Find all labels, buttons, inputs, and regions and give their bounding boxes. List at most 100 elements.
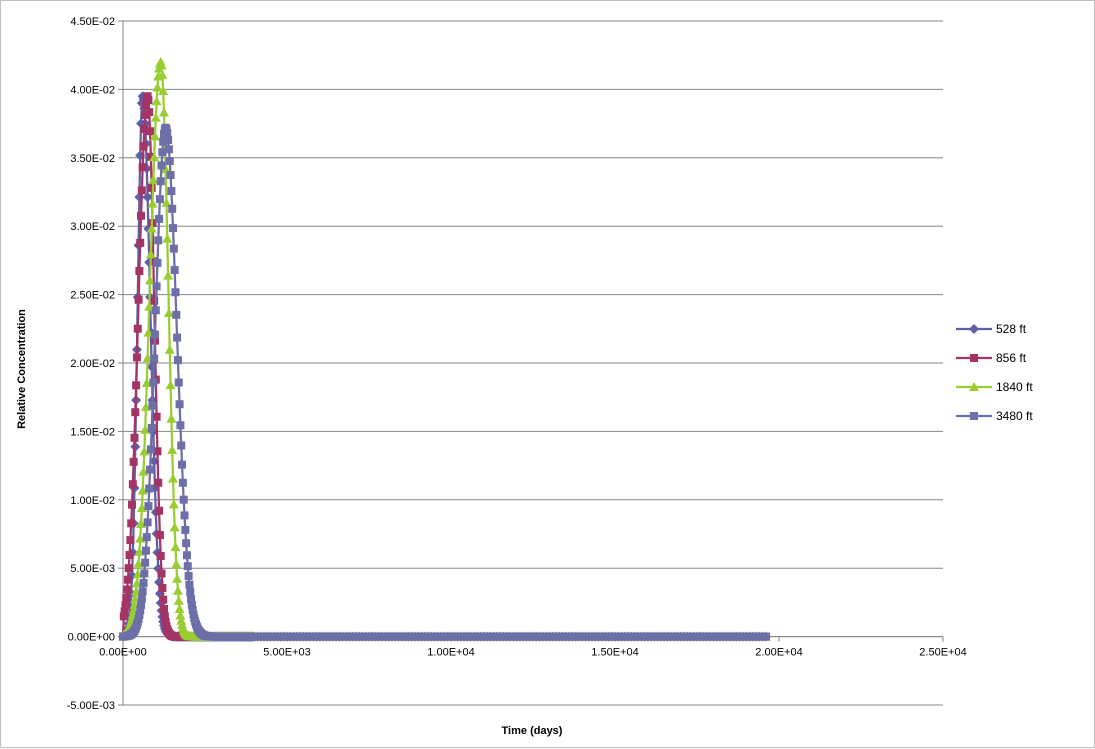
y-tick-label: -5.00E-03 — [67, 700, 115, 712]
data-point — [164, 145, 173, 154]
y-tick-label: 2.50E-02 — [70, 290, 115, 302]
data-point — [148, 174, 159, 184]
y-tick-label: 1.50E-02 — [70, 426, 115, 438]
legend-marker — [970, 354, 978, 362]
data-point — [136, 518, 147, 528]
gridlines — [123, 20, 943, 706]
data-point — [125, 551, 134, 560]
data-point — [164, 135, 173, 144]
data-point — [145, 108, 154, 117]
data-point — [147, 424, 156, 433]
data-point — [153, 258, 162, 267]
data-point — [159, 137, 168, 146]
data-point — [142, 533, 151, 542]
data-point — [119, 612, 128, 621]
data-point — [181, 525, 190, 534]
data-point — [146, 445, 155, 454]
legend-entry: 856 ft — [956, 351, 1027, 365]
data-point — [146, 465, 155, 474]
data-point — [141, 546, 150, 555]
data-point — [131, 578, 142, 588]
legend: 528 ft 856 ft 1840 ft 3480 ft — [956, 322, 1033, 423]
data-point — [137, 186, 146, 195]
data-point — [122, 594, 131, 603]
data-point — [182, 551, 191, 560]
data-point — [183, 562, 192, 571]
data-point — [168, 499, 179, 509]
data-point — [165, 380, 176, 390]
data-point — [141, 558, 150, 567]
data-point — [177, 441, 186, 450]
data-point — [155, 531, 164, 540]
data-point — [169, 522, 180, 532]
data-point — [159, 107, 169, 117]
y-tick-label: 4.50E-02 — [70, 16, 115, 28]
data-point — [155, 214, 164, 223]
data-point — [168, 204, 177, 213]
x-tick-label: 0.00E+00 — [99, 647, 146, 659]
series-856-ft — [119, 92, 770, 641]
legend-marker — [969, 382, 979, 391]
data-point — [144, 96, 153, 105]
data-point — [133, 558, 144, 568]
data-point — [158, 148, 167, 157]
data-point — [136, 238, 145, 247]
data-point — [176, 615, 187, 625]
data-point — [133, 324, 142, 333]
data-point — [151, 306, 160, 315]
x-tick-label: 2.50E+04 — [919, 647, 966, 659]
data-point — [138, 587, 147, 596]
data-point — [154, 236, 163, 245]
data-point — [142, 192, 153, 203]
data-point — [158, 583, 167, 592]
data-point — [131, 586, 142, 596]
data-point — [157, 70, 168, 80]
data-point — [121, 601, 130, 610]
data-point — [143, 327, 154, 337]
data-point — [168, 473, 179, 483]
data-point — [180, 511, 189, 520]
data-point — [158, 85, 169, 95]
data-point — [169, 244, 178, 253]
data-point — [162, 233, 173, 243]
data-point — [150, 112, 161, 122]
data-point — [126, 536, 135, 545]
legend-entry: 528 ft — [956, 322, 1027, 336]
x-tick-label: 1.00E+04 — [427, 647, 474, 659]
data-point — [156, 177, 165, 186]
data-point — [150, 354, 159, 363]
data-point — [178, 460, 187, 469]
data-point — [132, 353, 141, 362]
data-point — [179, 495, 188, 504]
data-point — [155, 506, 164, 515]
data-point — [174, 378, 183, 387]
data-point — [169, 224, 178, 233]
data-point — [761, 632, 770, 641]
data-point — [131, 408, 140, 417]
data-point — [150, 296, 159, 305]
data-point — [141, 110, 150, 119]
data-point — [165, 157, 174, 166]
data-point — [171, 288, 180, 297]
data-point — [149, 378, 158, 387]
data-point — [186, 588, 195, 597]
data-point — [145, 249, 156, 259]
data-point — [139, 142, 148, 151]
data-point — [147, 183, 156, 192]
legend-marker — [969, 324, 979, 334]
data-point — [143, 92, 152, 101]
data-point — [140, 424, 151, 434]
data-point — [149, 152, 160, 162]
data-point — [136, 606, 145, 615]
legend-label: 1840 ft — [996, 380, 1033, 394]
data-point — [129, 457, 138, 466]
series-line — [121, 92, 766, 638]
data-point — [160, 604, 168, 613]
data-point — [154, 478, 163, 487]
legend-entry: 3480 ft — [956, 409, 1033, 423]
data-point — [147, 198, 158, 208]
legend-entry: 1840 ft — [956, 380, 1033, 394]
y-tick-label: 0.00E+00 — [68, 632, 115, 644]
data-point — [142, 353, 153, 363]
data-point — [152, 282, 161, 291]
